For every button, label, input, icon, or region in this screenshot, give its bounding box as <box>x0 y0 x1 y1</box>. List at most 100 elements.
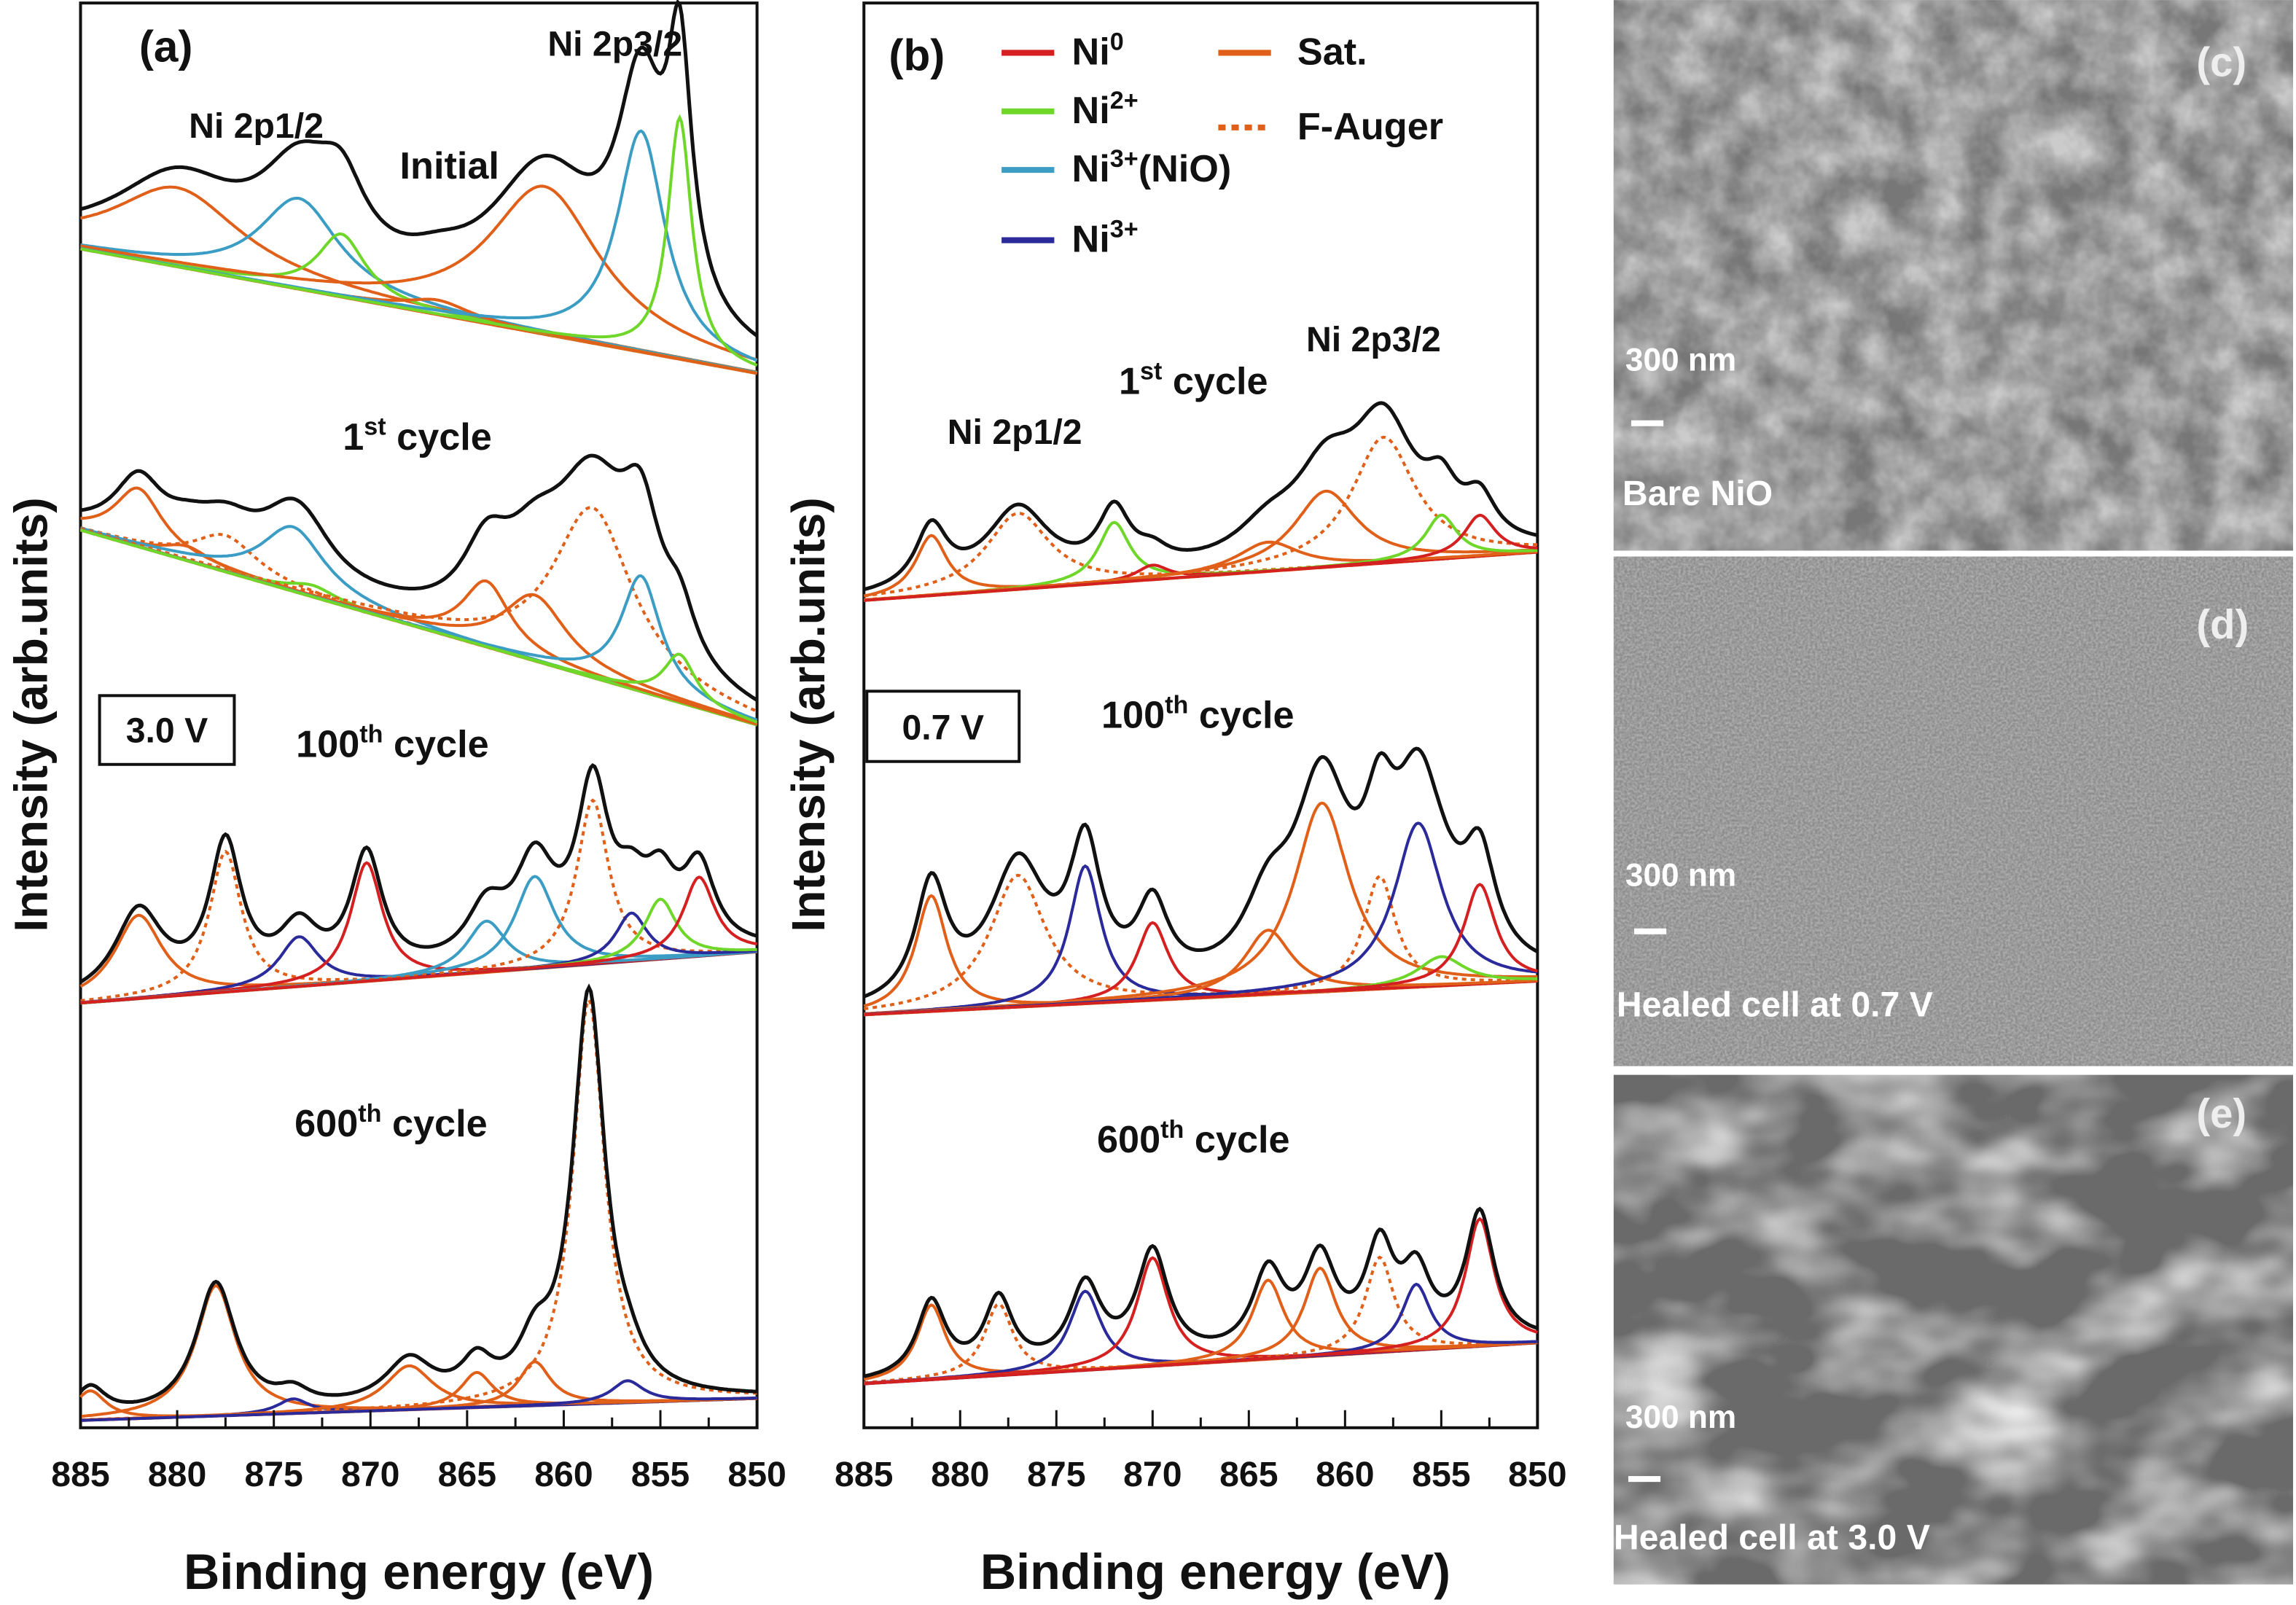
x-tick-label: 850 <box>1508 1455 1566 1494</box>
label-sup: st <box>1140 357 1162 385</box>
component-sat <box>80 184 758 362</box>
envelope-curve <box>79 983 757 1404</box>
x-tick-label: 855 <box>1412 1455 1470 1494</box>
annotation-ni-2p12: Ni 2p1/2 <box>948 413 1082 452</box>
legend-label: F-Auger <box>1297 106 1443 148</box>
envelope-curve <box>863 746 1539 999</box>
panel-label: (c) <box>2196 39 2246 85</box>
legend-item-ni3nio: Ni3+(NiO) <box>1001 145 1231 190</box>
label-sup: th <box>1165 691 1188 719</box>
component-ni0 <box>80 875 757 1005</box>
x-tick-label: 860 <box>1316 1455 1374 1494</box>
legend-item-auger: F-Auger <box>1218 106 1443 148</box>
label-main: 100 <box>296 724 359 766</box>
label-sup: th <box>1160 1116 1184 1144</box>
component-sat <box>80 185 758 374</box>
label-rest: cycle <box>386 416 492 458</box>
label-sup: th <box>358 1100 381 1128</box>
sem-caption: Healed cell at 0.7 V <box>1617 985 1933 1024</box>
label-main: 600 <box>1097 1119 1160 1161</box>
component-ni2 <box>80 897 757 1005</box>
legend: Ni0 Ni2+ Ni3+(NiO) Ni3+ Sat. F-Auger <box>1001 28 1443 261</box>
spectrum-label: 1st cycle <box>343 413 492 458</box>
x-tick-label: 880 <box>148 1455 206 1494</box>
x-axis-title: Binding energy (eV) <box>980 1545 1450 1600</box>
sem-image-c: (c) 300 nm Bare NiO <box>1613 0 2293 551</box>
spectrum-label: 100th cycle <box>296 721 489 766</box>
annotation-ni-2p12: Ni 2p1/2 <box>189 106 324 146</box>
component-ni3 <box>864 864 1538 1015</box>
spectrum: 100th cycle <box>863 691 1539 1017</box>
x-tick-label: 855 <box>631 1455 690 1494</box>
x-tick-label: 880 <box>931 1455 989 1494</box>
label-rest: cycle <box>383 724 488 766</box>
component-ni0 <box>80 861 757 1004</box>
component-ni2 <box>864 520 1538 602</box>
panel-label: (e) <box>2196 1090 2246 1136</box>
x-tick-label: 885 <box>51 1455 109 1494</box>
envelope-curve <box>80 453 758 702</box>
spectrum: 1st cycle <box>79 413 758 727</box>
component-ni2 <box>80 528 758 724</box>
x-tick-label: 865 <box>1219 1455 1278 1494</box>
scale-bar-label: 300 nm <box>1625 858 1736 894</box>
scale-bar-label: 300 nm <box>1625 342 1736 378</box>
x-axis-title: Binding energy (eV) <box>184 1545 654 1600</box>
envelope-curve <box>79 0 759 337</box>
sem-caption: Healed cell at 3.0 V <box>1614 1518 1930 1558</box>
x-tick-label: 875 <box>244 1455 302 1494</box>
scale-bar <box>1628 1476 1661 1483</box>
spectrum: 100th cycle <box>79 721 758 1005</box>
annotation-ni-2p32: Ni 2p3/2 <box>1306 320 1441 359</box>
spectrum-label: 100th cycle <box>1101 691 1295 736</box>
label-sup: st <box>364 413 386 441</box>
legend-item-ni0: Ni0 <box>1001 28 1124 74</box>
sem-caption: Bare NiO <box>1623 474 1773 513</box>
component-ni2 <box>80 114 758 367</box>
label-rest: cycle <box>1162 361 1268 403</box>
sem-image-e: (e) 300 nm Healed cell at 3.0 V <box>1613 1074 2293 1585</box>
legend-label: Sat. <box>1297 31 1367 73</box>
component-auger <box>80 506 758 713</box>
legend-item-ni3: Ni3+ <box>1001 216 1139 261</box>
component-sat <box>80 1370 757 1422</box>
label-rest: cycle <box>1184 1119 1289 1161</box>
sem-image-d: (d) 300 nm Healed cell at 0.7 V <box>1613 556 2293 1066</box>
legend-label: Ni3+(NiO) <box>1072 145 1232 190</box>
voltage-label: 0.7 V <box>902 708 984 748</box>
spectrum: 600th cycle <box>863 1116 1539 1386</box>
component-auger <box>864 512 1538 598</box>
component-ni0 <box>864 883 1538 1017</box>
y-axis-title: Intensity (arb.units) <box>4 497 57 932</box>
component-ni0 <box>864 1217 1538 1386</box>
component-sat <box>864 1266 1538 1386</box>
x-tick-label: 850 <box>727 1455 786 1494</box>
scale-bar <box>1633 928 1667 934</box>
spectrum-label: 600th cycle <box>294 1100 488 1145</box>
envelope-curve <box>863 1206 1539 1378</box>
voltage-box <box>98 694 236 766</box>
spectrum: 600th cycle <box>79 983 757 1422</box>
label-main: 1 <box>1119 361 1140 403</box>
component-sat <box>80 1284 757 1418</box>
x-tick-label: 870 <box>341 1455 399 1494</box>
component-ni3 <box>80 1379 757 1422</box>
panel-label: (d) <box>2196 601 2249 647</box>
label-rest: cycle <box>381 1103 487 1145</box>
spectrum-label: Initial <box>400 145 499 187</box>
voltage-box <box>865 690 1021 763</box>
label-sup: th <box>359 721 383 749</box>
component-auger <box>864 435 1538 601</box>
label-main: 600 <box>294 1103 358 1145</box>
spectrum: Initial <box>79 0 759 375</box>
scale-bar <box>1631 420 1664 426</box>
label-main: 1 <box>343 416 364 458</box>
legend-label: Ni0 <box>1072 28 1124 73</box>
legend-item-ni2: Ni2+ <box>1001 87 1139 132</box>
label-rest: cycle <box>1188 695 1294 737</box>
x-tick-label: 885 <box>835 1455 893 1494</box>
x-tick-label: 860 <box>534 1455 593 1494</box>
